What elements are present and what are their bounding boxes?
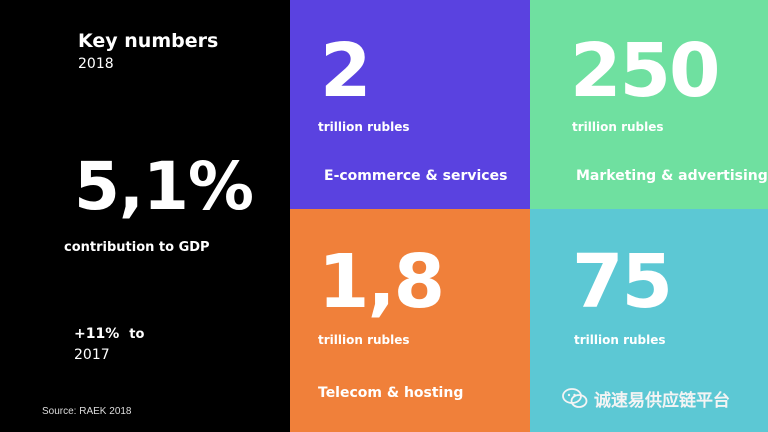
tile-marketing: 250 trillion rubles Marketing & advertis… bbox=[530, 0, 768, 209]
growth-year: 2017 bbox=[74, 347, 110, 363]
growth-value: +11% bbox=[74, 326, 120, 342]
tile-unit: trillion rubles bbox=[574, 333, 666, 347]
tile-value: 1,8 bbox=[318, 239, 445, 325]
tile-unit: trillion rubles bbox=[318, 333, 410, 347]
tile-unit: trillion rubles bbox=[318, 120, 410, 134]
watermark: 诚速易供应链平台 bbox=[562, 384, 730, 412]
tile-value: 75 bbox=[572, 239, 673, 325]
panel-title: Key numbers bbox=[78, 30, 219, 52]
wechat-icon bbox=[562, 388, 588, 408]
tile-unit: trillion rubles bbox=[572, 120, 664, 134]
tile-category: Telecom & hosting bbox=[318, 385, 464, 401]
tile-category: Marketing & advertising bbox=[576, 168, 768, 184]
source-note: Source: RAEK 2018 bbox=[42, 406, 132, 417]
growth-stat: +11% to bbox=[74, 326, 144, 342]
tile-value: 250 bbox=[570, 28, 720, 114]
tile-ecommerce: 2 trillion rubles E-commerce & services bbox=[290, 0, 530, 209]
tile-telecom: 1,8 trillion rubles Telecom & hosting bbox=[290, 209, 530, 432]
tile-category: E-commerce & services bbox=[324, 168, 508, 184]
watermark-text: 诚速易供应链平台 bbox=[594, 390, 730, 411]
panel-year: 2018 bbox=[78, 56, 114, 72]
gdp-percent: 5,1% bbox=[74, 148, 254, 225]
gdp-label: contribution to GDP bbox=[64, 240, 210, 255]
growth-to: to bbox=[129, 327, 145, 342]
key-numbers-panel: Key numbers 2018 5,1% contribution to GD… bbox=[0, 0, 290, 432]
tile-value: 2 bbox=[320, 28, 371, 114]
